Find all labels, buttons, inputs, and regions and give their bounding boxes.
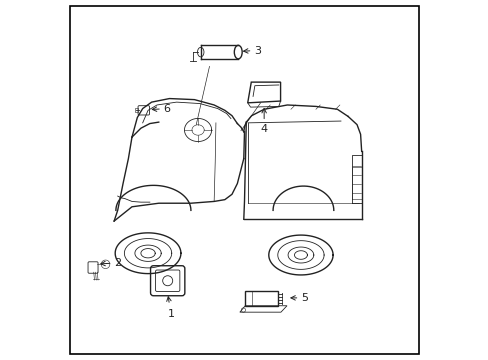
Ellipse shape bbox=[197, 48, 203, 57]
FancyBboxPatch shape bbox=[88, 262, 98, 273]
Text: 5: 5 bbox=[300, 293, 307, 303]
FancyBboxPatch shape bbox=[150, 266, 184, 296]
FancyBboxPatch shape bbox=[138, 106, 149, 115]
Text: 6: 6 bbox=[163, 104, 170, 114]
Text: 2: 2 bbox=[114, 258, 121, 268]
Text: 1: 1 bbox=[167, 309, 174, 319]
Bar bbox=[135, 108, 138, 112]
Ellipse shape bbox=[234, 45, 242, 59]
Bar bbox=[244, 292, 278, 306]
Text: 3: 3 bbox=[253, 46, 261, 56]
Text: 4: 4 bbox=[260, 124, 267, 134]
